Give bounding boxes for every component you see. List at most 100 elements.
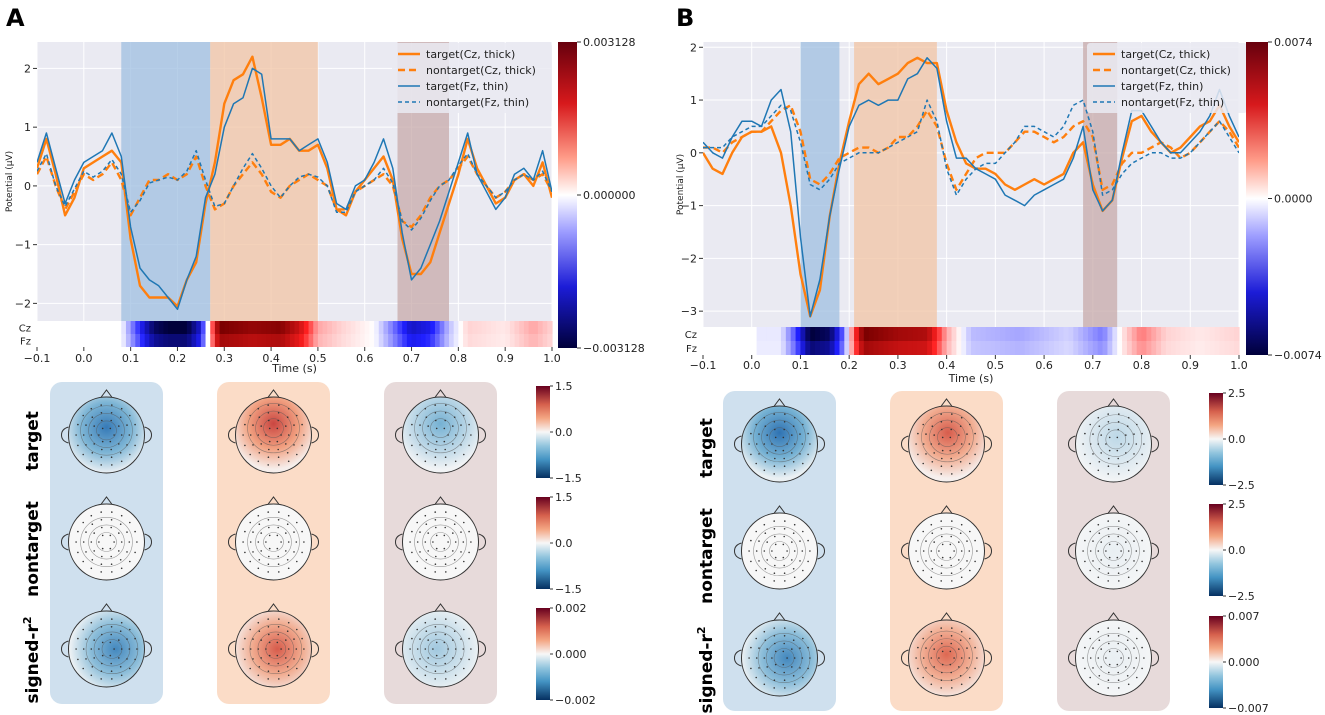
- topomap-head: [227, 389, 320, 474]
- electrode-dot: [930, 576, 933, 579]
- electrode-dot: [1135, 657, 1138, 659]
- electrode-dot: [1127, 550, 1130, 552]
- electrode-dot: [432, 648, 434, 650]
- topomap-head: [227, 496, 320, 581]
- heatmap-cell: [1209, 341, 1216, 355]
- electrode-dot: [435, 662, 437, 665]
- electrode-dot: [941, 650, 944, 653]
- electrode-dot: [424, 567, 427, 570]
- heatmap-cell: [854, 341, 860, 355]
- electrode-dot: [801, 657, 804, 659]
- nose: [100, 389, 113, 399]
- electrode-dot: [416, 521, 419, 524]
- contour-line: [769, 427, 790, 447]
- heatmap-cell: [500, 334, 506, 347]
- electrode-dot: [286, 416, 289, 419]
- x-tick-label: 0.3: [216, 352, 234, 365]
- electrode-dot: [958, 452, 960, 454]
- heatmap-cell: [1117, 327, 1123, 341]
- heatmap-cell: [313, 321, 319, 334]
- heatmap-cell: [932, 341, 938, 355]
- electrode-dot: [1141, 432, 1143, 435]
- head-outline: [741, 405, 818, 483]
- electrode-dot: [755, 569, 757, 572]
- contour-line: [414, 403, 467, 454]
- electrode-dot: [783, 528, 786, 530]
- electrode-dot: [293, 658, 295, 660]
- electrode-dot: [1118, 473, 1120, 475]
- electrode-dot: [786, 443, 788, 445]
- electrode-dot: [425, 416, 428, 419]
- electrode-dot: [434, 464, 437, 466]
- nose: [100, 496, 113, 506]
- heatmap-cell: [383, 321, 389, 334]
- electrode-dot: [1108, 535, 1110, 538]
- electrode-dot: [90, 407, 93, 410]
- head-outline: [741, 512, 818, 590]
- heatmap-cell: [1034, 341, 1040, 355]
- electrode-dot: [454, 567, 457, 570]
- x-tick-label: 0.9: [1182, 359, 1200, 372]
- electrode-dot: [252, 551, 254, 553]
- electrode-dot: [419, 531, 421, 533]
- topo-colorbar-tick-label: 2.5: [1228, 387, 1246, 400]
- electrode-dot: [773, 473, 775, 475]
- heatmap-cell: [936, 327, 943, 341]
- electrode-dot: [468, 530, 470, 533]
- electrode-dot: [110, 456, 113, 459]
- electrode-dot: [118, 657, 120, 659]
- electrode-dot: [129, 667, 131, 670]
- electrode-dot: [773, 635, 776, 637]
- electrode-dot: [1125, 559, 1127, 561]
- electrode-dot: [1107, 520, 1109, 522]
- contour-line: [263, 418, 284, 438]
- electrode-dot: [763, 683, 766, 686]
- electrode-dot: [773, 572, 776, 574]
- electrode-dot: [134, 658, 136, 661]
- electrode-dot: [755, 637, 757, 640]
- heatmap-cell: [912, 341, 918, 355]
- electrode-dot: [249, 560, 251, 563]
- electrode-dot: [249, 414, 251, 417]
- y-tick-label: 2: [690, 41, 697, 54]
- nose: [267, 389, 280, 399]
- heatmap-cell: [210, 321, 216, 334]
- electrode-dot: [101, 526, 103, 529]
- series-line-2: [37, 155, 552, 229]
- topo-row-label: signed-r2: [695, 626, 717, 713]
- electrode-dot: [958, 541, 960, 543]
- electrode-dot: [774, 457, 776, 460]
- electrode-dot: [773, 687, 775, 689]
- heatmap-cell: [756, 327, 763, 341]
- left-ear: [900, 542, 909, 560]
- electrode-dot: [278, 511, 280, 513]
- right-ear: [478, 426, 487, 444]
- electrode-dot: [463, 628, 465, 631]
- electrode-dot: [424, 407, 427, 410]
- electrode-dot: [444, 519, 447, 521]
- electrode-dot: [109, 547, 112, 550]
- electrode-dot: [941, 457, 943, 460]
- electrode-dot: [424, 434, 427, 436]
- heatmap-cell: [486, 334, 492, 347]
- electrode-dot: [444, 670, 447, 672]
- topo-colorbar-tick-label: −1.5: [555, 583, 582, 596]
- electrode-dot: [278, 464, 280, 466]
- electrode-dot: [950, 535, 952, 538]
- heatmap-cell: [60, 321, 66, 334]
- electrode-dot: [277, 519, 280, 521]
- heatmap-cell: [481, 334, 488, 347]
- heatmap-cell: [1029, 341, 1035, 355]
- heatmap-cell: [219, 321, 225, 334]
- heatmap-row-label: Cz: [19, 324, 31, 335]
- electrode-dot: [470, 434, 472, 436]
- heatmap-cell: [868, 341, 875, 355]
- electrode-dot: [793, 523, 796, 526]
- heatmap-cell: [1078, 327, 1084, 341]
- electrode-dot: [1118, 520, 1120, 522]
- topo-colorbar-tick-label: −0.007: [1228, 702, 1269, 715]
- contour-line: [247, 516, 300, 567]
- electrode-dot: [118, 532, 120, 534]
- electrode-dot: [435, 547, 438, 550]
- electrode-dot: [1125, 666, 1127, 668]
